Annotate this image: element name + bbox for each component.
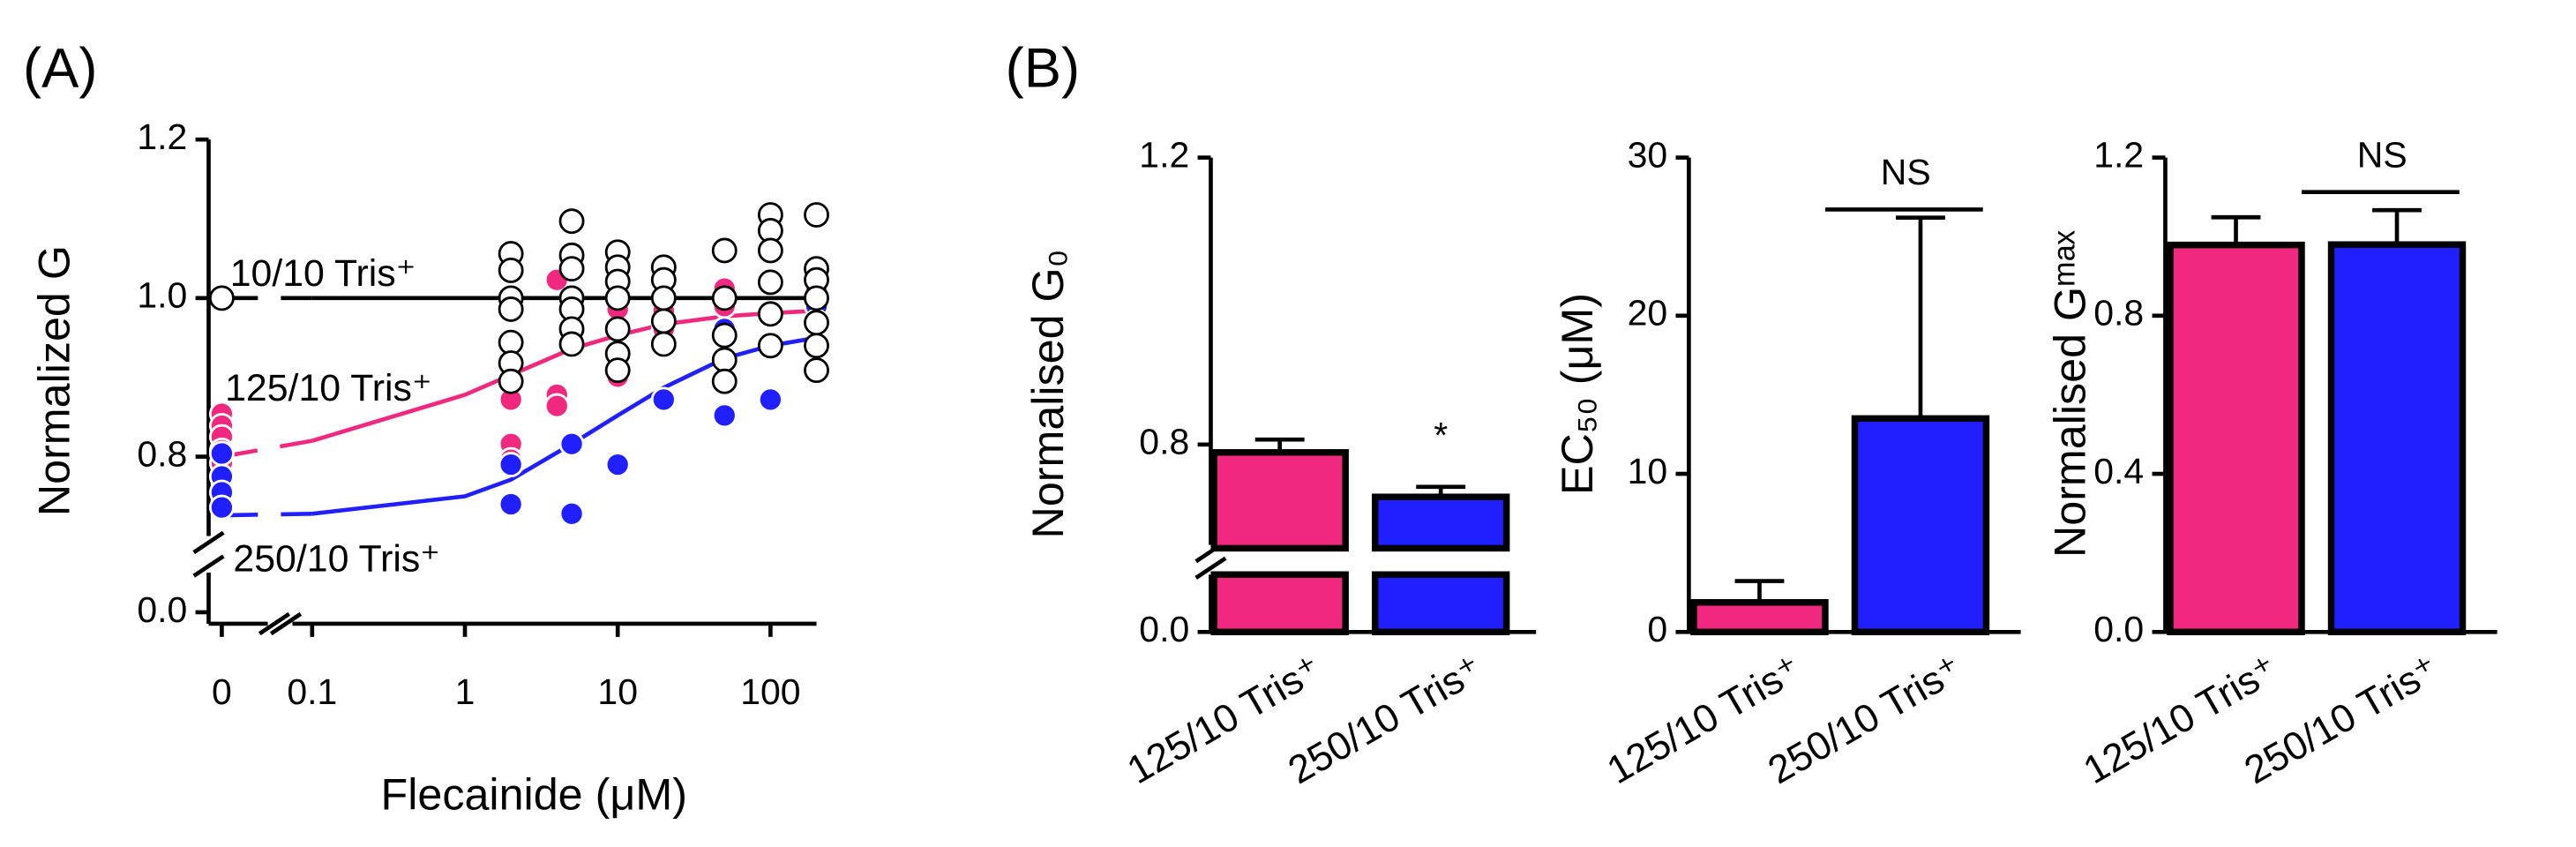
series-label: 125/10 Tris⁺ <box>225 367 431 409</box>
data-point <box>804 357 829 384</box>
data-point <box>804 310 829 336</box>
y-tick-label: 0.8 <box>137 433 187 474</box>
data-point <box>711 402 738 429</box>
data-point <box>650 386 677 413</box>
data-point <box>804 202 829 228</box>
data-point <box>757 386 783 413</box>
data-point <box>711 322 738 349</box>
bar <box>1371 571 1510 636</box>
data-point <box>711 347 738 373</box>
data-point <box>650 308 677 334</box>
x-tick-label: 0 <box>212 671 232 712</box>
data-point <box>711 368 738 394</box>
data-point <box>498 491 524 517</box>
bar <box>2167 241 2305 635</box>
series-label: 10/10 Tris⁺ <box>230 252 416 295</box>
data-point <box>804 333 829 359</box>
y-tick-label: 0.4 <box>2093 451 2144 491</box>
axis-break <box>269 611 303 636</box>
data-point <box>757 301 783 327</box>
y-tick-label: 10 <box>1628 451 1668 491</box>
data-point <box>208 440 235 467</box>
data-point <box>650 331 677 357</box>
data-point <box>604 452 631 477</box>
data-point <box>498 368 524 394</box>
y-tick-label: 0 <box>1647 609 1667 649</box>
y-tick-label: 1.2 <box>2093 134 2144 175</box>
x-tick-label: 10 <box>597 671 638 712</box>
data-point <box>208 285 235 311</box>
data-point <box>558 500 585 527</box>
y-tick-label: 0.0 <box>2093 609 2144 649</box>
data-point <box>208 494 235 521</box>
data-point <box>558 331 585 357</box>
y-tick-label: 1.0 <box>137 275 187 316</box>
fit-line <box>221 438 313 459</box>
bar <box>1210 449 1349 552</box>
data-point <box>498 452 524 477</box>
y-axis-title: EC₅₀ (μM) <box>1553 293 1602 495</box>
bar <box>1210 571 1349 636</box>
y-axis-title: Normalized G <box>29 245 79 516</box>
y-tick-label: 0.0 <box>1139 609 1189 649</box>
x-axis-title: Flecainide (μM) <box>380 769 686 819</box>
y-tick-label: 0.0 <box>137 589 187 630</box>
x-tick-label: 0.1 <box>287 671 337 712</box>
data-point <box>498 296 524 322</box>
panel-label: (A) <box>23 38 97 100</box>
y-tick-label: 0.8 <box>1139 422 1189 462</box>
bar <box>1690 599 1829 635</box>
y-tick-label: 1.2 <box>137 116 187 157</box>
y-tick-label: 30 <box>1628 134 1668 175</box>
axis-break <box>192 530 225 554</box>
y-axis-title: Normalised G₀ <box>1023 250 1073 539</box>
data-point <box>711 237 738 264</box>
bar <box>1851 415 1990 635</box>
data-point <box>543 393 570 419</box>
y-tick-label: 0.8 <box>2093 293 2144 334</box>
annotation: NS <box>2357 134 2408 175</box>
fit-line <box>311 335 817 516</box>
data-point <box>604 357 631 384</box>
data-point <box>604 285 631 311</box>
y-axis-title: Normalised Gᵐᵃˣ <box>2045 230 2094 558</box>
data-point <box>711 285 738 311</box>
data-point <box>498 257 524 283</box>
data-point <box>558 208 585 235</box>
bar <box>2327 241 2467 635</box>
data-point <box>804 285 829 311</box>
data-point <box>757 269 783 296</box>
data-point <box>558 431 585 457</box>
data-point <box>650 285 677 311</box>
annotation: NS <box>1881 152 1931 192</box>
x-tick-label: 1 <box>455 671 476 712</box>
annotation: * <box>1434 415 1448 455</box>
axis-break <box>1194 556 1227 580</box>
panel-label: (B) <box>1006 38 1080 100</box>
y-tick-label: 1.2 <box>1139 134 1189 175</box>
y-tick-label: 20 <box>1628 293 1668 334</box>
data-point <box>757 333 783 359</box>
axis-break <box>258 611 291 636</box>
axis-break <box>192 554 225 578</box>
x-tick-label: 100 <box>740 671 800 712</box>
bar <box>1371 493 1510 552</box>
data-point <box>604 316 631 342</box>
data-point <box>558 256 585 282</box>
data-point <box>757 237 783 264</box>
fit-line <box>221 511 312 518</box>
series-label: 250/10 Tris⁺ <box>233 538 439 581</box>
